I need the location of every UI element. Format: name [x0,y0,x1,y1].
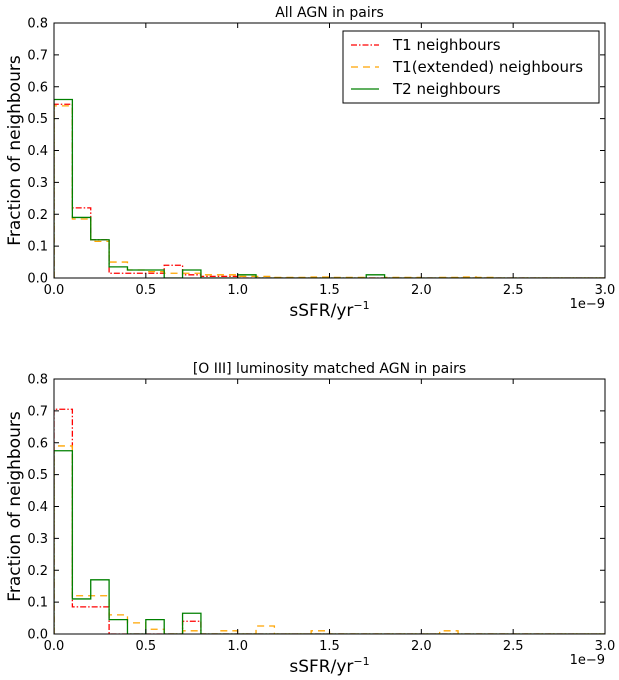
chart-panel-1: 0.0 0.5 1.0 1.5 2.0 2.5 3.0 0.0 0.1 0.2 0.3 0.4 0.5 0… [5,5,615,321]
y-tick-label: 0.1 [27,596,48,611]
chart-panel-2: 0.0 0.5 1.0 1.5 2.0 2.5 3.0 0.0 0.1 0.2 0.3 0.4 0.5 0… [5,361,615,677]
legend-label: T1 neighbours [392,36,501,54]
x-tick-label: 3.0 [595,639,616,654]
x-tick-label: 1.0 [227,283,248,298]
x-axis-offset-label: 1e−9 [570,653,605,668]
y-tick-label: 0.2 [27,564,48,579]
series-t1-neighbours-line [54,103,605,278]
plot-area [54,408,605,634]
y-tick-label: 0.0 [27,628,48,643]
x-tick-label: 2.5 [503,283,524,298]
series-t2-neighbours-line [54,450,605,634]
legend: T1 neighbours T1(extended) neighbours T2 n… [342,30,600,104]
x-tick-label: 2.0 [411,283,432,298]
x-tick-label: 0.0 [44,639,65,654]
legend-label: T2 neighbours [392,80,501,98]
plot-area [54,98,605,278]
axes-frame [53,378,606,635]
x-axis-label: sSFR/yr−1 [289,299,369,321]
series-t1-extended-neighbours-line [54,105,605,278]
x-tick-label: 0.5 [135,283,156,298]
y-tick-label: 0.6 [27,436,48,451]
series-t1-neighbours-line [54,408,605,634]
series-t1-extended-neighbours-line [54,445,605,634]
x-tick-label: 1.5 [319,639,340,654]
series-t2-neighbours-line [54,98,605,278]
x-tick-label: 2.5 [503,639,524,654]
y-tick-label: 0.2 [27,208,48,223]
y-tick-label: 0.3 [27,176,48,191]
x-tick-label: 1.0 [227,639,248,654]
y-tick-label: 0.1 [27,240,48,255]
chart-title: All AGN in pairs [275,5,384,21]
x-tick-label: 0.0 [44,283,65,298]
y-tick-label: 0.0 [27,272,48,287]
y-tick-label: 0.8 [27,373,48,388]
y-tick-label: 0.7 [27,48,48,63]
x-tick-label: 0.5 [135,639,156,654]
y-tick-label: 0.4 [27,500,48,515]
y-axis-label: Fraction of neighbours [5,411,25,602]
y-tick-label: 0.8 [27,17,48,32]
legend-label: T1(extended) neighbours [392,58,583,76]
x-tick-label: 2.0 [411,639,432,654]
y-tick-label: 0.5 [27,468,48,483]
y-tick-label: 0.6 [27,80,48,95]
y-axis-label: Fraction of neighbours [5,55,25,246]
x-tick-label: 1.5 [319,283,340,298]
y-tick-label: 0.5 [27,112,48,127]
y-tick-label: 0.7 [27,404,48,419]
chart-title: [O III] luminosity matched AGN in pairs [193,361,466,377]
x-axis-label: sSFR/yr−1 [289,655,369,677]
x-tick-label: 3.0 [595,283,616,298]
legend-box [342,30,600,104]
x-axis-offset-label: 1e−9 [570,297,605,312]
y-tick-label: 0.3 [27,532,48,547]
y-tick-label: 0.4 [27,144,48,159]
